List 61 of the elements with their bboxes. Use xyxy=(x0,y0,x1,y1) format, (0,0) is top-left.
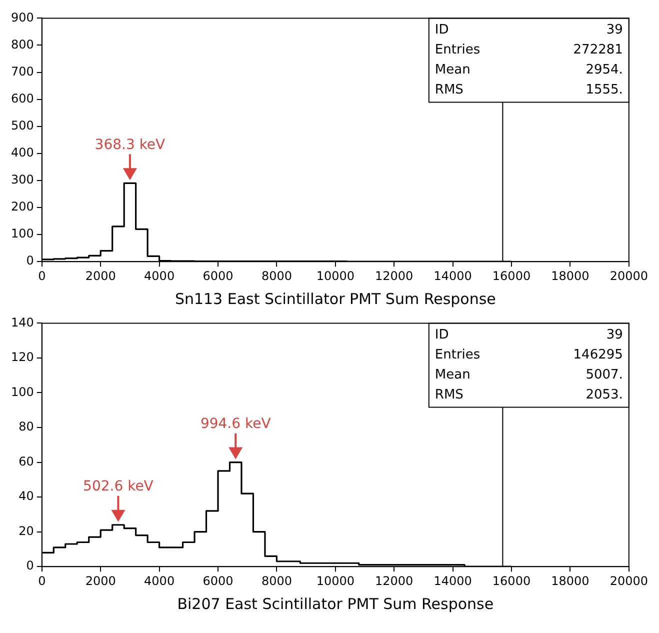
annotation: RMS xyxy=(434,82,464,98)
annotation: 2053. xyxy=(586,388,623,403)
y-tick-label: 0 xyxy=(26,254,34,268)
annotation: 1555. xyxy=(586,82,623,98)
x-tick-label: 4000 xyxy=(144,574,175,588)
y-tick-label: 500 xyxy=(11,118,34,133)
y-tick-label: 400 xyxy=(11,146,34,160)
x-tick-label: 8000 xyxy=(261,268,292,283)
annotation: Mean xyxy=(434,62,470,78)
annotation: 2954. xyxy=(586,62,623,78)
y-tick-label: 80 xyxy=(18,420,34,434)
annotation: 5007. xyxy=(586,368,623,383)
annotation: 502.6 keV xyxy=(83,478,154,495)
y-tick-label: 40 xyxy=(18,489,34,504)
annotation: RMS xyxy=(434,388,464,403)
y-tick-label: 120 xyxy=(11,350,34,364)
x-tick-label: 6000 xyxy=(202,268,234,283)
y-tick-label: 800 xyxy=(11,37,34,52)
x-tick-label: 12000 xyxy=(375,268,414,283)
annotation: Entries xyxy=(434,42,480,58)
x-tick-label: 16000 xyxy=(492,574,531,588)
x-tick-label: 4000 xyxy=(144,268,175,283)
x-tick-label: 2000 xyxy=(85,574,116,588)
y-tick-label: 0 xyxy=(26,558,34,573)
x-tick-label: 18000 xyxy=(551,574,590,588)
x-tick-label: 0 xyxy=(38,574,46,588)
x-axis-title: Sn113 East Scintillator PMT Sum Response xyxy=(174,290,496,308)
y-tick-label: 100 xyxy=(11,226,34,241)
x-tick-label: 6000 xyxy=(202,574,234,588)
x-tick-label: 10000 xyxy=(316,574,354,588)
x-tick-label: 20000 xyxy=(610,574,648,588)
y-tick-label: 700 xyxy=(11,64,34,78)
y-tick-label: 60 xyxy=(18,454,34,468)
x-tick-label: 18000 xyxy=(551,268,590,283)
annotation: Mean xyxy=(434,368,470,383)
x-tick-label: 16000 xyxy=(492,268,531,283)
annotation: 39 xyxy=(606,22,623,38)
annotation: 994.6 keV xyxy=(200,416,272,432)
annotation: 272281 xyxy=(573,42,623,58)
annotation: ID xyxy=(434,328,449,343)
x-tick-label: 0 xyxy=(38,268,46,283)
x-tick-label: 14000 xyxy=(434,268,472,283)
x-tick-label: 10000 xyxy=(316,268,354,283)
x-tick-label: 8000 xyxy=(261,574,292,588)
annotation: ID xyxy=(434,22,449,38)
x-tick-label: 20000 xyxy=(610,268,648,283)
y-tick-label: 900 xyxy=(11,10,34,24)
y-tick-label: 100 xyxy=(11,384,34,399)
y-tick-label: 140 xyxy=(11,315,34,330)
x-tick-label: 14000 xyxy=(434,574,472,588)
annotation: 39 xyxy=(606,328,623,343)
x-tick-label: 2000 xyxy=(85,268,116,283)
y-tick-label: 20 xyxy=(18,524,34,538)
y-tick-label: 300 xyxy=(11,172,34,187)
annotation: 146295 xyxy=(573,348,623,363)
annotation: 368.3 keV xyxy=(94,136,166,153)
x-tick-label: 12000 xyxy=(375,574,414,588)
y-tick-label: 200 xyxy=(11,200,34,214)
x-axis-title: Bi207 East Scintillator PMT Sum Response xyxy=(177,594,494,613)
y-tick-label: 600 xyxy=(11,91,34,106)
annotation: Entries xyxy=(434,348,480,363)
